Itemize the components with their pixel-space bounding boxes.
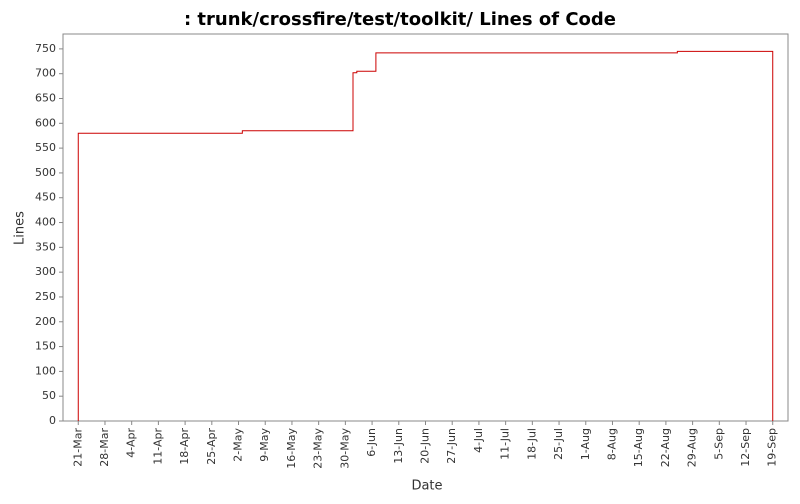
x-tick-label: 12-Sep bbox=[739, 428, 752, 467]
x-tick-label: 1-Aug bbox=[579, 428, 592, 460]
y-tick-label: 750 bbox=[35, 42, 56, 55]
y-tick-label: 650 bbox=[35, 92, 56, 105]
x-tick-label: 15-Aug bbox=[632, 428, 645, 467]
y-tick-label: 100 bbox=[35, 364, 56, 377]
x-tick-label: 21-Mar bbox=[71, 428, 84, 467]
x-tick-label: 16-May bbox=[285, 428, 298, 469]
y-tick-label: 150 bbox=[35, 340, 56, 353]
x-tick-label: 20-Jun bbox=[419, 428, 432, 464]
y-tick-label: 200 bbox=[35, 315, 56, 328]
x-tick-label: 18-Apr bbox=[178, 428, 191, 465]
x-tick-label: 4-Jul bbox=[472, 428, 485, 453]
y-tick-label: 350 bbox=[35, 240, 56, 253]
x-tick-label: 11-Apr bbox=[151, 428, 164, 465]
x-tick-label: 22-Aug bbox=[659, 428, 672, 467]
x-tick-label: 25-Jul bbox=[552, 428, 565, 460]
x-tick-label: 28-Mar bbox=[98, 428, 111, 467]
x-tick-label: 19-Sep bbox=[766, 428, 779, 467]
x-tick-label: 2-May bbox=[232, 428, 245, 462]
y-tick-label: 450 bbox=[35, 191, 56, 204]
y-tick-label: 300 bbox=[35, 265, 56, 278]
x-tick-label: 23-May bbox=[312, 428, 325, 469]
y-tick-label: 250 bbox=[35, 290, 56, 303]
x-tick-label: 9-May bbox=[258, 428, 271, 462]
y-tick-label: 400 bbox=[35, 216, 56, 229]
y-tick-label: 500 bbox=[35, 166, 56, 179]
x-axis-label: Date bbox=[411, 479, 442, 494]
chart-title: : trunk/crossfire/test/toolkit/ Lines of… bbox=[184, 9, 616, 30]
x-tick-label: 13-Jun bbox=[392, 428, 405, 464]
x-tick-label: 6-Jun bbox=[365, 428, 378, 457]
x-tick-label: 4-Apr bbox=[125, 428, 138, 458]
x-tick-label: 18-Jul bbox=[525, 428, 538, 460]
data-line bbox=[77, 50, 774, 421]
y-tick-label: 0 bbox=[49, 414, 56, 427]
x-tick-label: 25-Apr bbox=[205, 428, 218, 465]
y-tick-label: 550 bbox=[35, 141, 56, 154]
y-tick-label: 700 bbox=[35, 67, 56, 80]
x-tick-label: 11-Jul bbox=[499, 428, 512, 460]
y-axis-label: Lines bbox=[13, 211, 28, 245]
x-tick-label: 8-Aug bbox=[605, 428, 618, 460]
plot-area bbox=[62, 33, 789, 422]
y-tick-label: 50 bbox=[42, 389, 56, 402]
x-tick-label: 27-Jun bbox=[445, 428, 458, 464]
x-tick-label: 30-May bbox=[338, 428, 351, 469]
y-tick-label: 600 bbox=[35, 116, 56, 129]
x-tick-label: 5-Sep bbox=[712, 428, 725, 460]
x-tick-label: 29-Aug bbox=[686, 428, 699, 467]
